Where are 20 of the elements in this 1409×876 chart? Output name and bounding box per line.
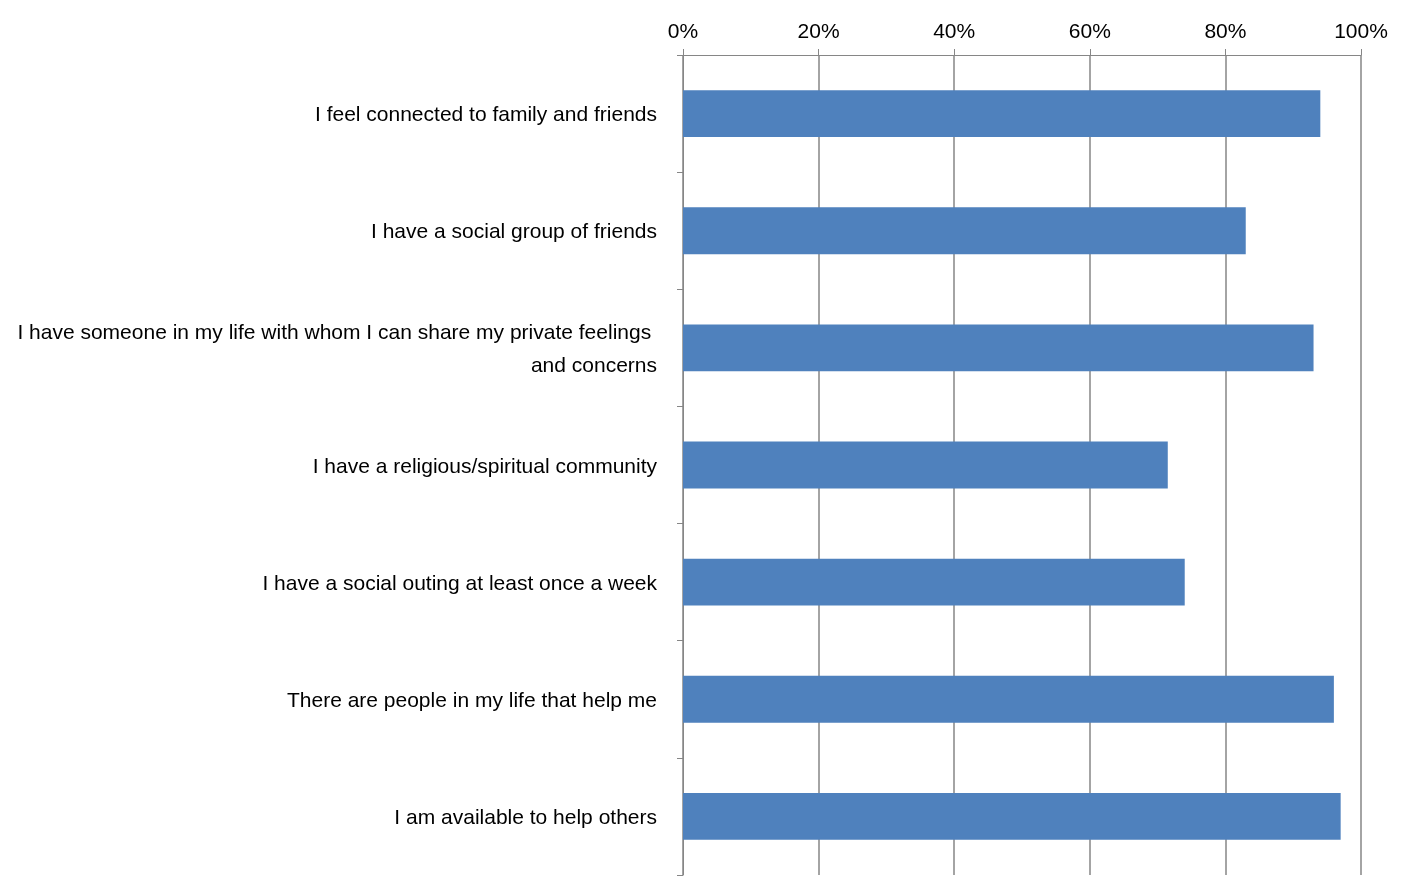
- x-tick-label: 100%: [1334, 19, 1388, 42]
- y-tick-label: I am available to help others: [394, 804, 657, 828]
- x-tick-label: 20%: [797, 19, 840, 42]
- bar: [683, 441, 1168, 489]
- bar: [683, 558, 1185, 606]
- bar: [683, 793, 1341, 840]
- x-tick-label: 40%: [933, 19, 976, 42]
- y-tick-label: I have a religious/spiritual community: [312, 453, 658, 477]
- bar: [683, 90, 1321, 137]
- x-tick-label: 0%: [667, 19, 699, 42]
- y-tick-label: I have a social group of friends: [370, 219, 657, 243]
- bar: [683, 207, 1246, 255]
- y-tick-label: I have a social outing at least once a week: [262, 570, 658, 594]
- y-tick-label: There are people in my life that help me: [286, 687, 657, 711]
- x-tick-label: 80%: [1204, 19, 1247, 42]
- y-tick-label: I have someone in my life with whom I can share my private feelings and concerns: [17, 319, 657, 376]
- x-tick-label: 60%: [1068, 19, 1111, 42]
- y-tick-label: I feel connected to family and friends: [314, 102, 657, 126]
- bar: [683, 675, 1334, 723]
- bar: [683, 324, 1314, 372]
